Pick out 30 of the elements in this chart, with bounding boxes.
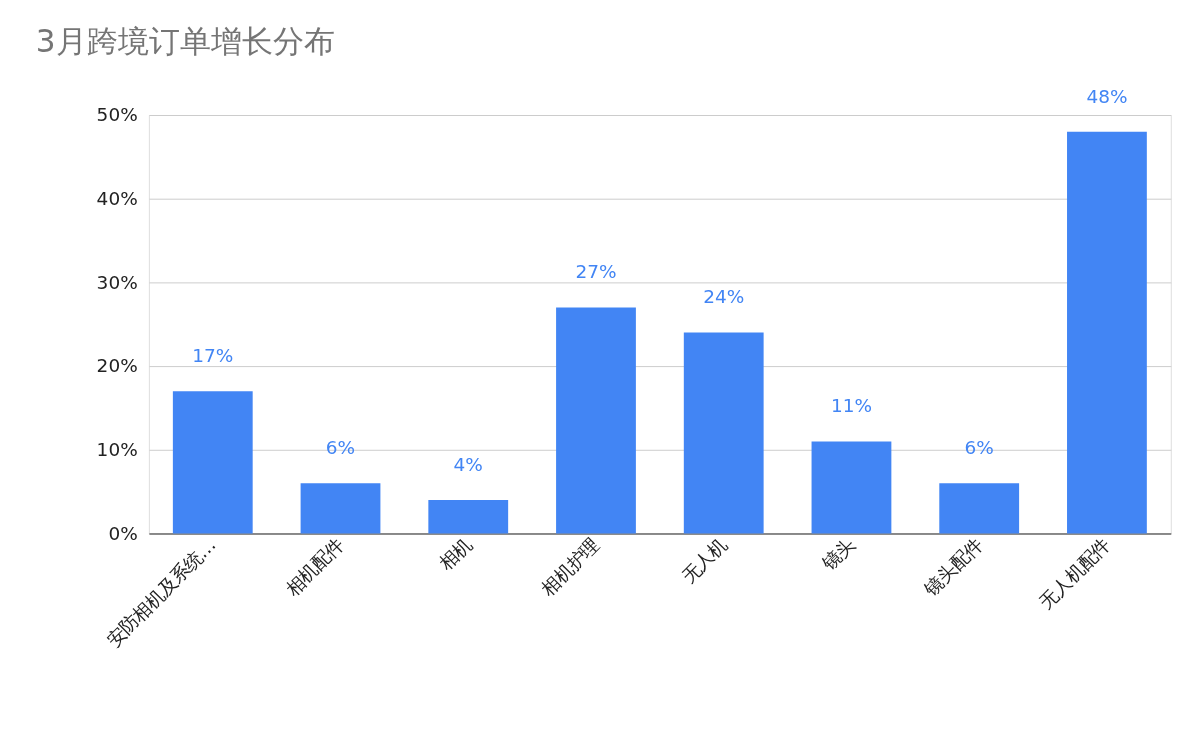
x-tick-label: 镜头 bbox=[817, 533, 859, 575]
y-tick-label: 0% bbox=[108, 522, 138, 544]
x-tick-label: 相机配件 bbox=[281, 533, 348, 600]
x-tick-label: 无人机 bbox=[677, 533, 731, 587]
data-label: 6% bbox=[964, 437, 994, 459]
data-label: 17% bbox=[192, 345, 234, 367]
data-label: 48% bbox=[1086, 85, 1128, 107]
y-tick-label: 30% bbox=[96, 271, 138, 293]
bar bbox=[300, 483, 381, 534]
data-label: 11% bbox=[830, 395, 873, 417]
x-tick-label: 无人机配件 bbox=[1035, 533, 1114, 613]
bar bbox=[939, 483, 1020, 534]
bar bbox=[172, 391, 253, 534]
y-tick-label: 50% bbox=[96, 104, 138, 126]
bar bbox=[428, 500, 509, 534]
bar bbox=[1067, 131, 1147, 534]
bar bbox=[683, 332, 764, 534]
x-tick-label: 相机 bbox=[434, 533, 476, 575]
chart-title: 3月跨境订单增长分布 bbox=[35, 22, 335, 59]
x-tick-label: 相机护理 bbox=[537, 533, 603, 600]
x-tick-label: 镜头配件 bbox=[919, 533, 987, 601]
bar bbox=[811, 441, 892, 534]
data-label: 27% bbox=[575, 261, 617, 283]
data-label: 6% bbox=[325, 437, 356, 459]
y-tick-label: 20% bbox=[96, 355, 138, 377]
bar bbox=[556, 307, 636, 534]
y-tick-label: 10% bbox=[96, 439, 138, 461]
data-label: 24% bbox=[703, 286, 745, 308]
data-label: 4% bbox=[453, 453, 483, 475]
y-tick-label: 40% bbox=[96, 188, 138, 210]
